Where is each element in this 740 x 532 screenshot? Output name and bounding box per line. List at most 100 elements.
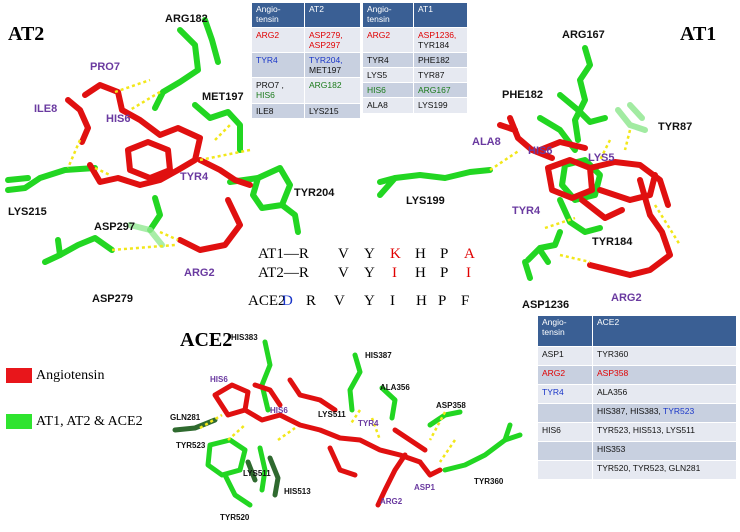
table-cell: ASP1236, TYR184 [413, 26, 468, 53]
label-asp1-ace2: ASP1 [414, 483, 435, 492]
table-row: HIS6 ARG167 [362, 82, 468, 99]
table-cell: TYR360 [592, 346, 737, 366]
table-row: TYR4 PHE182 [362, 51, 468, 69]
panel-title-ace2: ACE2 [180, 329, 233, 351]
table-row: ARG2 ASP358 [537, 365, 737, 385]
table-cell: LYS5 [362, 67, 414, 84]
seq-ace2-res: P [438, 293, 447, 309]
label-his6-ace2-b: HIS6 [270, 406, 288, 415]
legend-label-angiotensin: Angiotensin [36, 368, 105, 383]
at1-angiotensin [497, 115, 673, 278]
label-pro7: PRO7 [90, 61, 120, 73]
label-asp297: ASP297 [94, 221, 135, 233]
label-arg2-at2: ARG2 [184, 267, 215, 279]
seq-ace2-res: Y [364, 293, 375, 309]
table-cell: ARG182 [304, 77, 361, 104]
label-gln281: GLN281 [170, 413, 201, 422]
at2-table-header-receptor: AT2 [304, 2, 361, 28]
label-tyr523: TYR523 [176, 441, 206, 450]
label-tyr360: TYR360 [474, 477, 504, 486]
label-his6-ace2-a: HIS6 [210, 375, 228, 384]
seq-ace2-res: H [416, 293, 427, 309]
table-row: LYS5 TYR87 [362, 67, 468, 84]
label-tyr87: TYR87 [658, 121, 693, 133]
at2-table-header-peptide: Angio-tensin [251, 2, 305, 28]
seq-at1-res: P [440, 246, 449, 262]
label-his513: HIS513 [284, 487, 311, 496]
ace2-table-header-peptide: Angio-tensin [537, 315, 593, 347]
seq-ace2-res: R [306, 293, 317, 309]
table-cell: ALA356 [592, 384, 737, 404]
legend-swatch-receptors [6, 414, 32, 429]
table-row: TYR520, TYR523, GLN281 [537, 460, 737, 480]
label-tyr4-ace2: TYR4 [358, 419, 379, 428]
label-phe182: PHE182 [502, 89, 543, 101]
table-row: HIS6 TYR523, HIS513, LYS511 [537, 422, 737, 442]
table-cell: ARG167 [413, 82, 468, 99]
table-cell: ASP1 [537, 346, 593, 366]
ace2-hbonds [199, 409, 457, 463]
label-lys5-at1: LYS5 [588, 152, 615, 164]
table-row: ALA8 LYS199 [362, 97, 468, 114]
table-cell: TYR4 [537, 384, 593, 404]
seq-at2-res: H [415, 265, 426, 281]
at2-interaction-table: Angio-tensin AT2 ARG2 ASP279, ASP297 TYR… [251, 2, 361, 119]
label-his387: HIS387 [365, 351, 392, 360]
at1-interaction-table: Angio-tensin AT1 ARG2 ASP1236, TYR184 TY… [362, 2, 468, 114]
table-cell: ILE8 [251, 102, 305, 119]
panel-title-at2: AT2 [8, 23, 45, 45]
label-ala8-at1: ALA8 [472, 136, 501, 148]
at1-table-header-receptor: AT1 [413, 2, 468, 28]
table-row: HIS353 [537, 441, 737, 461]
at1-hbonds [489, 129, 682, 264]
seq-at2-res: V [338, 265, 349, 281]
label-asp1236: ASP1236 [522, 299, 570, 311]
label-his6-at1: HIS6 [528, 145, 553, 157]
table-row: ARG2 ASP1236, TYR184 [362, 26, 468, 53]
table-cell: TYR87 [413, 67, 468, 84]
label-ala356: ALA356 [380, 383, 410, 392]
table-cell: PRO7 , HIS6 [251, 77, 305, 104]
seq-ace2-prefix: ACE2 [248, 293, 286, 309]
sequence-ace2: ACE2 - D R V Y I H P F [248, 294, 478, 310]
label-asp358: ASP358 [436, 401, 466, 410]
table-cell: TYR520, TYR523, GLN281 [592, 460, 737, 480]
seq-at2-res: Y [364, 265, 375, 281]
legend-label-receptors: AT1, AT2 & ACE2 [36, 414, 143, 429]
legend-swatch-angiotensin [6, 368, 32, 383]
seq-at1-res: K [390, 246, 401, 262]
seq-at2-res: I [466, 265, 471, 281]
table-cell: TYR204, MET197 [304, 51, 361, 79]
label-arg2-ace2: ARG2 [380, 497, 403, 506]
seq-ace2-res: D [282, 293, 293, 309]
table-row: TYR4 ALA356 [537, 384, 737, 404]
table-cell [537, 441, 593, 461]
table-row: ILE8 LYS215 [251, 102, 361, 119]
label-asp279: ASP279 [92, 293, 133, 305]
label-his6-at2: HIS6 [106, 113, 131, 125]
at2-angiotensin [65, 82, 253, 253]
label-lys215: LYS215 [8, 206, 47, 218]
label-met197: MET197 [202, 91, 244, 103]
seq-at1-res: H [415, 246, 426, 262]
table-cell: TYR4 [251, 51, 305, 79]
table-row: TYR4 TYR204, MET197 [251, 51, 361, 79]
table-cell: ASP358 [592, 365, 737, 385]
seq-at1-res: A [464, 246, 475, 262]
table-cell: HIS6 [537, 422, 593, 442]
at2-hbonds [66, 78, 251, 252]
label-arg167: ARG167 [562, 29, 605, 41]
label-tyr520: TYR520 [220, 513, 250, 522]
ace2-table-header-receptor: ACE2 [592, 315, 737, 347]
seq-at2-prefix: AT2—R [258, 265, 309, 281]
table-cell: ASP279, ASP297 [304, 26, 361, 53]
table-cell [537, 460, 593, 480]
table-cell [537, 403, 593, 423]
sequence-at1: AT1—R V Y K H P A [258, 247, 478, 263]
table-cell: HIS353 [592, 441, 737, 461]
at1-receptor-residues [377, 45, 608, 281]
table-cell: ARG2 [537, 365, 593, 385]
table-cell: ARG2 [362, 26, 414, 53]
table-cell: TYR523, HIS513, LYS511 [592, 422, 737, 442]
